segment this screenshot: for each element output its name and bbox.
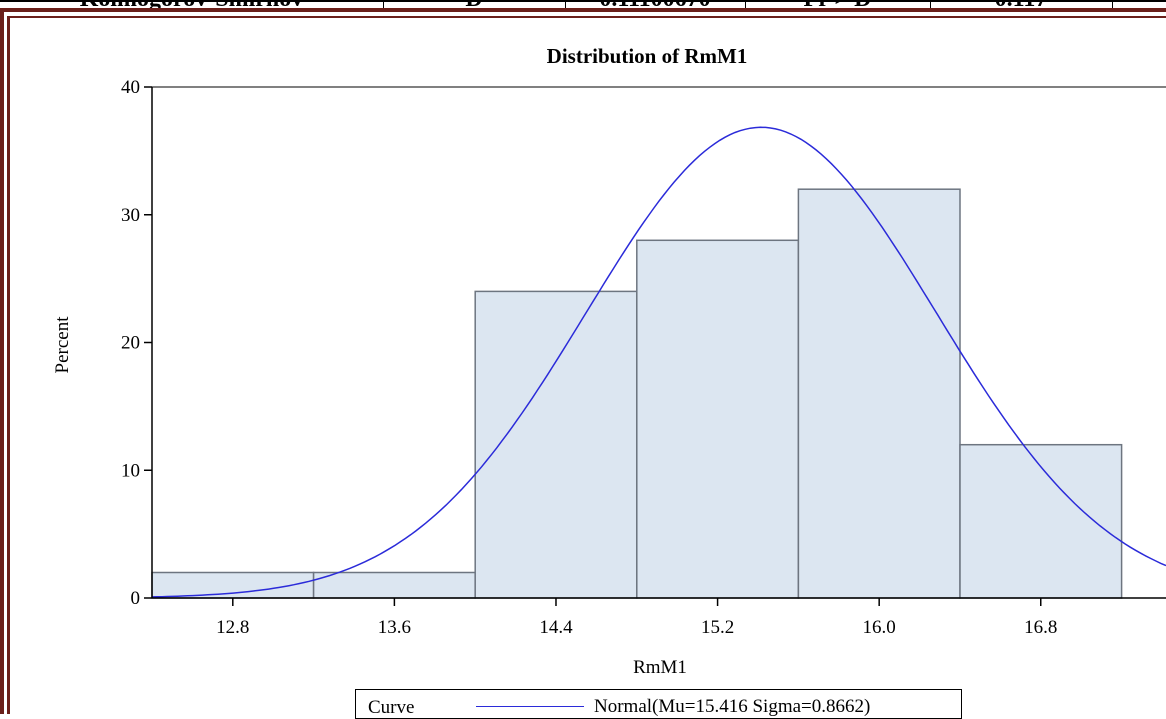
- x-tick-label: 15.2: [701, 617, 734, 638]
- x-axis-label: RmM1: [633, 657, 687, 678]
- legend-label: Curve: [368, 697, 415, 718]
- histogram-bar-5: [797, 188, 961, 599]
- y-tick-label: 40: [121, 77, 140, 98]
- x-tick-label: 12.8: [216, 617, 249, 638]
- x-tick-label: 14.4: [539, 617, 573, 638]
- normal-curve-group: [151, 126, 1166, 598]
- y-tick-label: 10: [121, 460, 140, 481]
- y-tick-label: 30: [121, 205, 140, 226]
- x-ticks-group: 12.8 13.6 14.4 15.2 16.0 16.8: [216, 598, 1057, 638]
- table-cell-p-label: Pr > D: [745, 0, 930, 10]
- legend: Curve Normal(Mu=15.416 Sigma=0.8662): [355, 689, 962, 719]
- table-cell-test: Kolmogorov-Smirnov: [0, 0, 383, 10]
- y-tick-label: 20: [121, 333, 140, 354]
- legend-entry-normal: Normal(Mu=15.416 Sigma=0.8662): [594, 696, 871, 717]
- bars-group: [151, 188, 1123, 599]
- chart-title: Distribution of RmM1: [547, 44, 748, 68]
- y-tick-label: 0: [131, 588, 141, 609]
- table-cell-p-value: 0.117: [930, 0, 1112, 10]
- y-axis-label: Percent: [52, 316, 73, 374]
- table-cell-value: 0.11100670: [565, 0, 745, 10]
- x-tick-label: 16.0: [863, 617, 896, 638]
- page-border: [0, 8, 1166, 714]
- histogram-bar-2: [312, 571, 476, 599]
- normal-curve: [151, 126, 1166, 598]
- table-cell-stat: D: [383, 0, 565, 10]
- histogram-bar-3: [474, 290, 638, 599]
- x-tick-label: 13.6: [378, 617, 411, 638]
- x-tick-label: 16.8: [1024, 617, 1057, 638]
- y-ticks-group: 0 10 20 30 40: [121, 77, 152, 609]
- top-table-row: Kolmogorov-Smirnov D 0.11100670 Pr > D 0…: [0, 0, 1166, 10]
- histogram-bar-4: [636, 239, 800, 599]
- legend-swatch-line: [476, 706, 584, 707]
